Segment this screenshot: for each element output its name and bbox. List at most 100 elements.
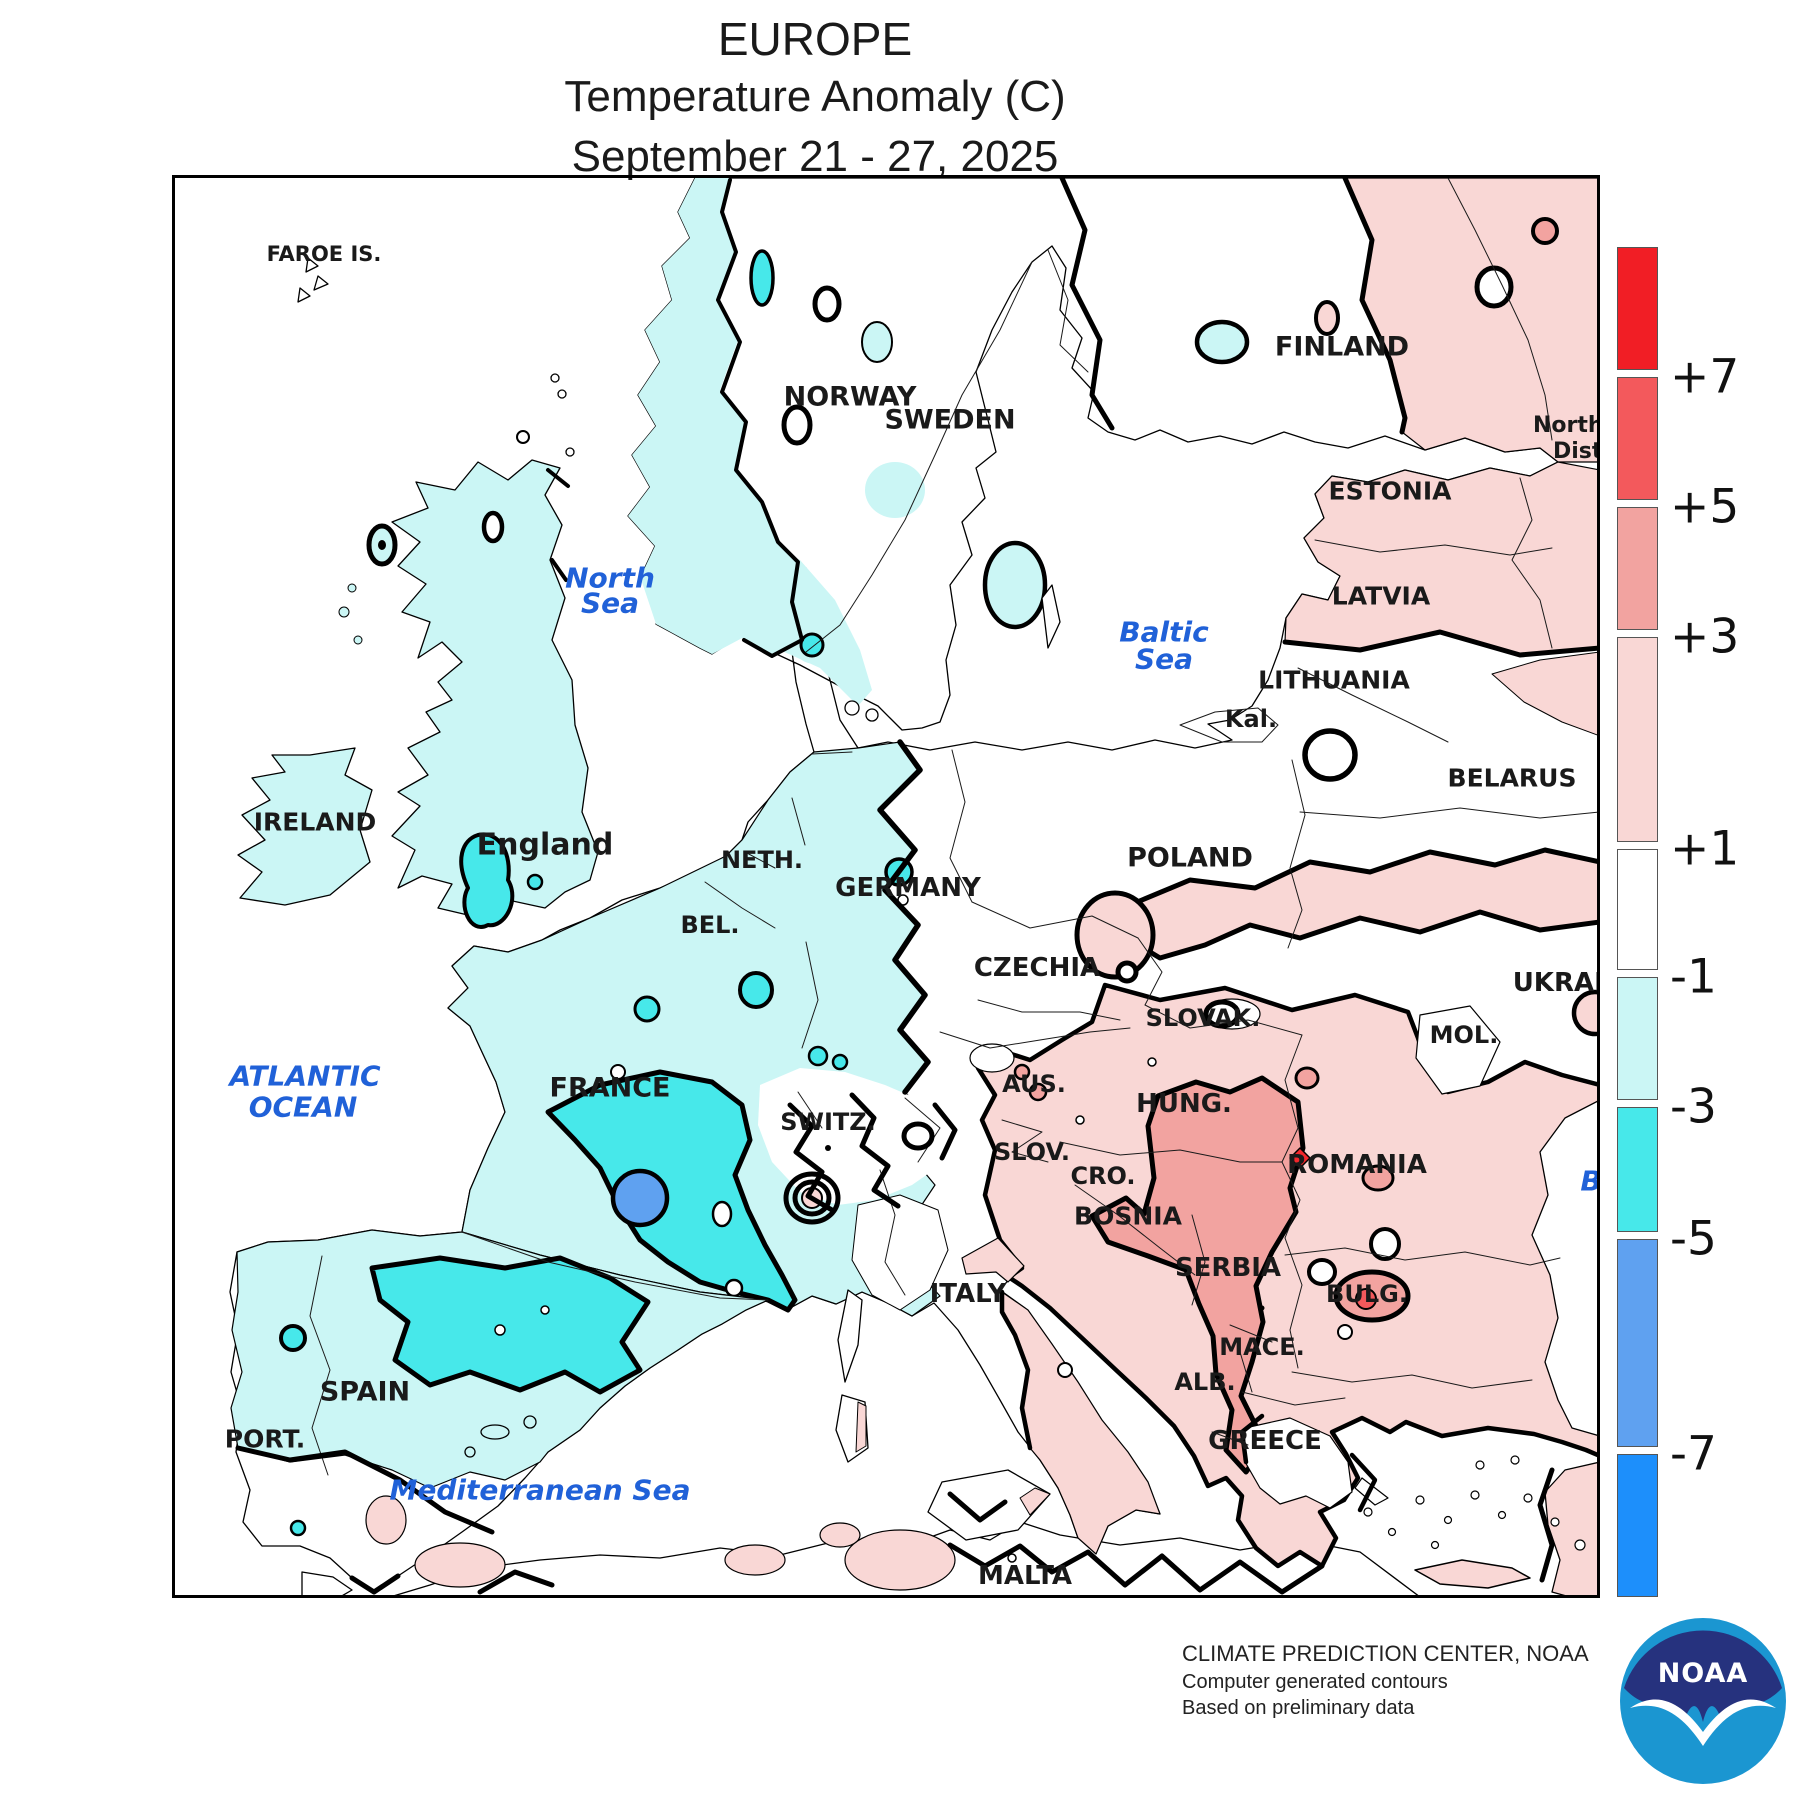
england-cold-blob	[459, 832, 515, 929]
france-small-cold-spot	[633, 995, 661, 1023]
map-label-greece: GREECE	[1208, 1426, 1322, 1456]
attribution-line-3: Based on preliminary data	[1182, 1697, 1415, 1719]
austria-hot-spot-1	[1013, 1063, 1031, 1081]
balearics-1	[480, 1424, 510, 1440]
noaa-gull-icon	[1630, 1699, 1776, 1746]
finland-cool-blob	[1194, 319, 1250, 365]
legend-bin-8	[1617, 1454, 1658, 1597]
crete	[1414, 1559, 1531, 1589]
map-label-cro: CRO.	[1070, 1162, 1136, 1190]
map-label-spain: SPAIN	[319, 1376, 411, 1408]
ukraine-warm-spot	[1571, 989, 1597, 1037]
map-label-bel: BEL.	[680, 911, 740, 939]
map-label-estonia: ESTONIA	[1328, 476, 1452, 506]
map-label-serbia: SERBIA	[1174, 1253, 1282, 1283]
attribution-line-1: CLIMATE PREDICTION CENTER, NOAA	[1182, 1641, 1589, 1666]
map-label-kal: Kal.	[1224, 705, 1278, 733]
danish-isles-1	[844, 700, 860, 716]
poland-warm-blob	[1074, 890, 1156, 980]
bulgaria-hot-spot	[1355, 1288, 1377, 1310]
legend-bin-6	[1617, 1107, 1658, 1232]
map-label-england: England	[476, 827, 614, 863]
islands	[237, 257, 1586, 1589]
map-label-neth: NETH.	[720, 846, 804, 874]
sea-label-sea-3: Sea	[1134, 642, 1194, 676]
map-label-ukraine: UKRAINE	[1512, 968, 1597, 998]
sea-label-north-0: North	[565, 561, 655, 595]
russia-hot-spot	[1531, 217, 1559, 245]
map-label-poland: POLAND	[1127, 842, 1253, 874]
legend-bin-1	[1617, 377, 1658, 500]
spain-cold-band	[369, 1255, 651, 1395]
malta-island	[1007, 1553, 1017, 1563]
ireland	[237, 747, 373, 906]
corsica	[837, 1289, 863, 1383]
map-border	[172, 175, 1600, 1598]
map-edge-label-northw: Northw	[1533, 413, 1597, 438]
map-label-ireland: IRELAND	[253, 807, 377, 837]
luxembourg-cold-spot	[738, 971, 774, 1009]
norway-coast-cool	[628, 178, 800, 655]
legend-tick-3: +3	[1670, 609, 1740, 665]
noaa-logo: NOAA	[1620, 1618, 1786, 1784]
france-blue-blob	[610, 1168, 670, 1228]
spain-se-warm-spot	[365, 1495, 407, 1545]
legend-bin-5	[1617, 977, 1658, 1100]
attribution-line-2: Computer generated contours	[1182, 1671, 1448, 1693]
map-label-aus: AUS.	[1002, 1070, 1066, 1098]
ukraine-warm-band	[1127, 847, 1597, 961]
norway-cold-spot	[749, 249, 775, 307]
greece-neutral-patch	[1243, 1417, 1353, 1509]
map-edge-label-distri: Distri	[1553, 439, 1597, 464]
sea-label-ocean-5: OCEAN	[248, 1090, 358, 1124]
sea-label-mediterranean-sea-6: Mediterranean Sea	[389, 1473, 691, 1507]
map-label-finland: FINLAND	[1274, 331, 1410, 363]
sweden-south-cool-blob	[982, 540, 1048, 630]
hungary-hot-spot	[1294, 1066, 1320, 1090]
map-label-italy: ITALY	[929, 1279, 1007, 1309]
russia-belarus-edge-warm	[1491, 651, 1597, 736]
map-label-hung: HUNG.	[1136, 1089, 1232, 1119]
moldova-neutral	[1415, 1005, 1501, 1095]
black-sea	[1531, 1100, 1597, 1436]
noaa-logo-text: NOAA	[1658, 1658, 1749, 1689]
map-label-switz: SWITZ.	[780, 1108, 876, 1136]
map-label-bulg: BULG.	[1326, 1280, 1408, 1308]
legend-bin-4	[1617, 849, 1658, 970]
map-label-germany: GERMANY	[835, 873, 981, 903]
map-label-norway: NORWAY	[783, 381, 917, 413]
country-borders	[309, 178, 1597, 1476]
legend-tick-1: +1	[1670, 821, 1740, 877]
legend-tick-3: -3	[1670, 1079, 1717, 1135]
date-range: September 21 - 27, 2025	[571, 132, 1059, 181]
map-label-latvia: LATVIA	[1331, 581, 1431, 611]
map-labels: FAROE IS. NORWAY SWEDEN FINLAND ESTONIA LATVI…	[175, 178, 1597, 1595]
map-label-romania: ROMANIA	[1287, 1150, 1427, 1180]
map-label-belarus: BELARUS	[1447, 763, 1577, 793]
legend-bin-2	[1617, 507, 1658, 630]
great-britain	[391, 459, 599, 917]
south-norway-cool	[640, 540, 872, 706]
balearics-3	[464, 1446, 476, 1458]
legend-bin-0	[1617, 247, 1658, 370]
anatolia	[1544, 1462, 1597, 1595]
map-label-czechia: CZECHIA	[973, 953, 1101, 983]
danish-isles-2	[865, 708, 879, 722]
alps-cold-spot-1	[807, 1045, 829, 1067]
sweden-cool-blob	[861, 321, 893, 363]
spain-west-cold-spot	[279, 1324, 307, 1352]
legend-tick-5: +5	[1670, 479, 1740, 535]
sea-label-sea-1: Sea	[580, 586, 640, 620]
north-africa	[301, 1571, 353, 1595]
map-label-faroe-is: FAROE IS.	[266, 242, 382, 266]
map-label-port: PORT.	[224, 1424, 306, 1454]
page-subtitle: Temperature Anomaly (C)	[564, 72, 1066, 121]
austria-hot-spot-2	[1028, 1082, 1048, 1102]
map-label-mace: MACE.	[1219, 1333, 1305, 1361]
sea-label-atlantic-4: ATLANTIC	[229, 1059, 381, 1093]
page-title: EUROPE	[717, 13, 913, 65]
serbia-red-diamond	[1289, 1147, 1311, 1169]
sea-label-baltic-2: Baltic	[1119, 615, 1209, 649]
